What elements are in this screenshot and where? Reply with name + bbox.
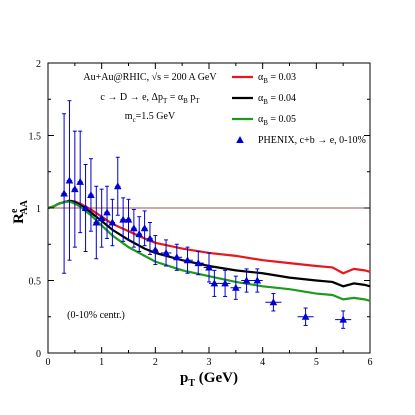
- annotation-mass: mc=1.5 GeV: [125, 111, 176, 124]
- legend-label: αB = 0.03: [258, 72, 296, 85]
- legend: αB = 0.03 αB = 0.04 αB = 0.05 PHENIX, c+b →…: [232, 72, 366, 146]
- legend-label: αB = 0.04: [258, 93, 296, 106]
- data-point: [92, 185, 101, 260]
- annotations: Au+Au@RHIC, √s = 200 A GeV c → D → e, Δp…: [67, 72, 217, 321]
- data-point: [251, 268, 263, 293]
- data-marker: [135, 230, 144, 238]
- data-marker: [269, 298, 278, 306]
- data-marker: [119, 215, 127, 223]
- x-tick-label: 4: [260, 357, 265, 368]
- legend-item: αB = 0.03: [232, 72, 296, 85]
- legend-label: PHENIX, c+b → e, 0-10%: [258, 135, 366, 146]
- data-point: [97, 188, 106, 248]
- data-marker: [65, 176, 74, 184]
- x-tick-label: 3: [207, 357, 212, 368]
- data-marker: [108, 218, 117, 226]
- data-point: [103, 185, 111, 239]
- data-point: [119, 197, 127, 242]
- data-point: [335, 310, 352, 329]
- data-marker: [113, 182, 122, 190]
- data-point: [182, 246, 193, 274]
- series-line-2: [47, 200, 371, 302]
- legend-item: PHENIX, c+b → e, 0-10%: [236, 135, 366, 146]
- data-marker: [140, 224, 149, 232]
- data-marker: [97, 214, 106, 222]
- data-point: [60, 113, 68, 274]
- legend-label: αB = 0.05: [258, 114, 296, 127]
- data-point: [113, 156, 122, 216]
- data-point: [140, 210, 149, 247]
- data-point: [146, 222, 154, 255]
- x-tick-label: 0: [46, 357, 51, 368]
- data-marker: [232, 283, 240, 291]
- x-tick-label: 1: [99, 357, 104, 368]
- data-point: [65, 100, 74, 261]
- data-marker: [253, 276, 262, 284]
- data-marker: [194, 259, 203, 267]
- annotation-centrality: (0-10% centr.): [67, 310, 125, 321]
- data-marker: [339, 315, 347, 323]
- legend-item: αB = 0.05: [232, 114, 296, 127]
- data-marker: [124, 215, 133, 223]
- y-tick-label: 0.5: [29, 277, 42, 288]
- data-marker: [103, 208, 111, 216]
- x-tick-label: 2: [153, 357, 158, 368]
- y-axis-label: ReAA: [9, 199, 30, 224]
- y-tick-label: 0: [36, 349, 41, 360]
- legend-item: αB = 0.04: [232, 93, 296, 106]
- axis-ticks: [47, 62, 371, 354]
- annotation-system: Au+Au@RHIC, √s = 200 A GeV: [83, 72, 217, 83]
- data-point: [130, 208, 138, 248]
- data-point: [219, 269, 231, 297]
- data-marker: [151, 246, 160, 254]
- data-point: [265, 293, 282, 312]
- data-point: [230, 275, 242, 300]
- data-marker: [81, 204, 90, 211]
- data-point: [241, 268, 252, 293]
- tick-labels: 0 1 2 3 4 5 6 0 0.5 1 1.5 2: [29, 59, 373, 368]
- data-marker: [183, 256, 192, 264]
- data-point: [71, 130, 79, 248]
- data-point: [192, 251, 204, 276]
- data-point: [124, 198, 133, 241]
- data-point: [108, 198, 117, 247]
- data-marker: [205, 263, 213, 271]
- data-marker: [221, 279, 229, 287]
- data-marker: [146, 234, 154, 242]
- data-point: [151, 235, 160, 266]
- data-marker: [87, 190, 95, 198]
- data-point: [209, 269, 220, 297]
- data-point: [81, 164, 90, 252]
- data-marker: [92, 218, 101, 226]
- data-point: [297, 307, 314, 326]
- data-marker: [173, 253, 181, 261]
- data-marker: [76, 177, 84, 185]
- y-tick-label: 1.5: [29, 132, 42, 143]
- plot-area: 0 1 2 3 4 5 6 0 0.5 1 1.5 2: [29, 59, 373, 368]
- data-marker: [162, 248, 170, 256]
- data-marker: [130, 224, 138, 232]
- y-tick-label: 2: [36, 59, 41, 70]
- annotation-process: c → D → e, ΔpT = αB pT: [100, 92, 200, 105]
- data-point: [135, 216, 144, 252]
- y-tick-label: 1: [36, 204, 41, 215]
- x-axis-label: pT (GeV): [180, 370, 238, 389]
- data-marker: [210, 279, 219, 287]
- data-points: [60, 100, 352, 329]
- data-point: [87, 158, 95, 232]
- data-point: [160, 239, 172, 267]
- x-tick-label: 5: [314, 357, 319, 368]
- data-marker: [301, 312, 310, 320]
- data-point: [76, 130, 84, 234]
- data-marker: [71, 185, 79, 193]
- data-point: [203, 252, 215, 283]
- x-tick-label: 6: [368, 357, 373, 368]
- data-marker: [242, 276, 251, 284]
- data-marker: [60, 189, 68, 197]
- data-point: [171, 243, 183, 271]
- legend-marker: [236, 136, 244, 143]
